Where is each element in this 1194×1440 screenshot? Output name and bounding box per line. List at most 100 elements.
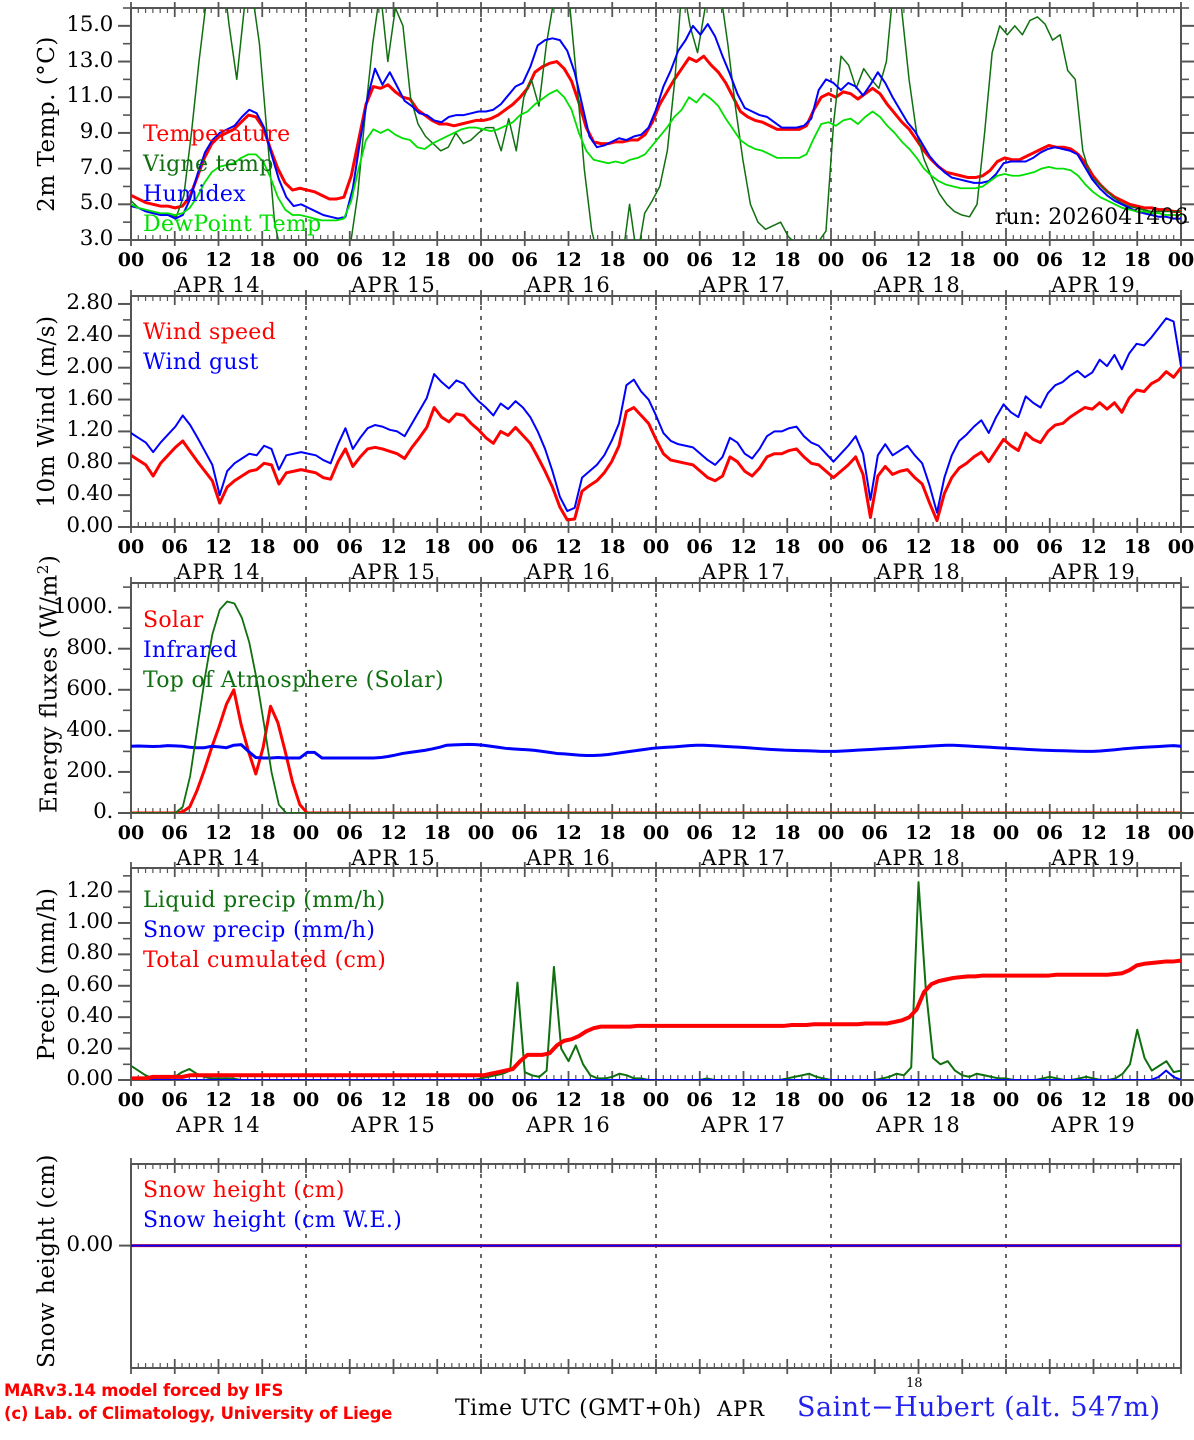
xtick-precip-7: 18	[424, 1089, 451, 1111]
xtick-temperature-6: 12	[380, 249, 407, 271]
xtick-temperature-8: 00	[467, 249, 495, 271]
ytick-label-precip-0: 0.00	[66, 1066, 113, 1091]
xtick-temperature-4: 00	[292, 249, 320, 271]
xtick-precip-2: 12	[205, 1089, 232, 1111]
footer-model-line: MARv3.14 model forced by IFS	[4, 1381, 284, 1400]
xtick-wind-19: 18	[949, 536, 976, 558]
run-label: run: 2026041406	[995, 205, 1189, 230]
ytick-label-precip-2: 0.40	[66, 1003, 113, 1029]
xtick-energy_fluxes-24: 00	[1167, 822, 1194, 844]
ytick-label-energy_fluxes-0: 0.	[93, 799, 113, 824]
xtick-energy_fluxes-10: 12	[555, 822, 582, 844]
xtick-precip-1: 06	[161, 1089, 188, 1111]
ytick-label-energy_fluxes-1: 200.	[66, 757, 113, 783]
xtick-precip-12: 00	[642, 1089, 670, 1111]
xday-precip-4: APR 18	[876, 1113, 961, 1137]
xtick-wind-11: 18	[599, 536, 626, 558]
xtick-precip-15: 18	[774, 1089, 801, 1111]
xtick-temperature-23: 18	[1124, 249, 1151, 271]
xday-precip-5: APR 19	[1051, 1113, 1136, 1137]
xtick-energy_fluxes-19: 18	[949, 822, 976, 844]
xtick-precip-19: 18	[949, 1089, 976, 1111]
xtick-wind-20: 00	[992, 536, 1020, 558]
ytick-label-wind-0: 0.00	[66, 513, 113, 538]
xtick-temperature-3: 18	[249, 249, 276, 271]
ytick-label-precip-1: 0.20	[66, 1034, 113, 1060]
xtick-wind-0: 00	[117, 536, 145, 558]
xtick-temperature-24: 00	[1167, 249, 1194, 271]
xtick-wind-15: 18	[774, 536, 801, 558]
xtick-energy_fluxes-18: 12	[905, 822, 932, 844]
ytick-label-temperature-4: 11.0	[66, 83, 113, 109]
xtick-precip-5: 06	[336, 1089, 363, 1111]
xtick-wind-13: 06	[686, 536, 713, 558]
xtick-energy_fluxes-22: 12	[1080, 822, 1107, 844]
xtick-temperature-13: 06	[686, 249, 713, 271]
xday-precip-3: APR 17	[701, 1113, 786, 1137]
ytick-label-wind-6: 2.40	[66, 321, 113, 347]
xtick-precip-23: 18	[1124, 1089, 1151, 1111]
xtick-temperature-21: 06	[1036, 249, 1063, 271]
xtick-precip-20: 00	[992, 1089, 1020, 1111]
xtick-energy_fluxes-20: 00	[992, 822, 1020, 844]
xday-precip-1: APR 15	[351, 1113, 436, 1137]
ytick-label-snow_height-0: 0.00	[66, 1231, 113, 1257]
xtick-wind-18: 12	[905, 536, 932, 558]
ytick-label-temperature-3: 9.0	[79, 118, 114, 144]
legend-temperature-0: Temperature	[143, 122, 291, 147]
xtick-wind-6: 12	[380, 536, 407, 558]
xtick-temperature-9: 06	[511, 249, 538, 271]
xtick-energy_fluxes-21: 06	[1036, 822, 1063, 844]
xtick-energy_fluxes-15: 18	[774, 822, 801, 844]
legend-energy_fluxes-1: Infrared	[143, 638, 238, 663]
legend-precip-1: Snow precip (mm/h)	[143, 918, 376, 943]
xtick-temperature-19: 18	[949, 249, 976, 271]
ytick-label-temperature-1: 5.0	[79, 190, 114, 216]
xtick-energy_fluxes-1: 06	[161, 822, 188, 844]
xtick-precip-0: 00	[117, 1089, 145, 1111]
legend-energy_fluxes-2: Top of Atmosphere (Solar)	[143, 668, 444, 693]
xtick-precip-14: 12	[730, 1089, 757, 1111]
xtick-precip-11: 18	[599, 1089, 626, 1111]
xtick-temperature-0: 00	[117, 249, 145, 271]
xtick-wind-21: 06	[1036, 536, 1063, 558]
xtick-precip-16: 00	[817, 1089, 845, 1111]
xtick-wind-22: 12	[1080, 536, 1107, 558]
xtick-wind-17: 06	[861, 536, 888, 558]
xtick-energy_fluxes-16: 00	[817, 822, 845, 844]
ytick-label-precip-3: 0.60	[66, 971, 113, 997]
xtick-temperature-22: 12	[1080, 249, 1107, 271]
ytick-label-temperature-6: 15.0	[66, 11, 113, 37]
xtick-precip-6: 12	[380, 1089, 407, 1111]
xtick-energy_fluxes-5: 06	[336, 822, 363, 844]
xtick-temperature-17: 06	[861, 249, 888, 271]
xtick-energy_fluxes-0: 00	[117, 822, 145, 844]
xtick-precip-24: 00	[1167, 1089, 1194, 1111]
xtick-energy_fluxes-4: 00	[292, 822, 320, 844]
xday-precip-0: APR 14	[176, 1113, 261, 1137]
xtick-wind-7: 18	[424, 536, 451, 558]
xtick-wind-1: 06	[161, 536, 188, 558]
legend-wind-0: Wind speed	[143, 320, 277, 345]
xtick-temperature-5: 06	[336, 249, 363, 271]
xtick-wind-8: 00	[467, 536, 495, 558]
ytick-label-temperature-0: 3.0	[79, 226, 114, 251]
xtick-temperature-1: 06	[161, 249, 188, 271]
xtick-temperature-20: 00	[992, 249, 1020, 271]
legend-snow_height-0: Snow height (cm)	[143, 1178, 345, 1203]
ytick-label-wind-4: 1.60	[66, 385, 113, 411]
xtick-temperature-16: 00	[817, 249, 845, 271]
xtick-temperature-2: 12	[205, 249, 232, 271]
xtick-precip-18: 12	[905, 1089, 932, 1111]
ytick-label-wind-5: 2.00	[66, 353, 113, 379]
legend-wind-1: Wind gust	[143, 350, 259, 375]
ytick-label-wind-7: 2.80	[66, 289, 113, 315]
xtick-precip-17: 06	[861, 1089, 888, 1111]
ytick-label-wind-2: 0.80	[66, 449, 113, 475]
xtick-precip-8: 00	[467, 1089, 495, 1111]
xtick-temperature-11: 18	[599, 249, 626, 271]
footer-copyright-line: (c) Lab. of Climatology, University of L…	[4, 1404, 393, 1423]
ytick-label-temperature-5: 13.0	[66, 47, 113, 73]
